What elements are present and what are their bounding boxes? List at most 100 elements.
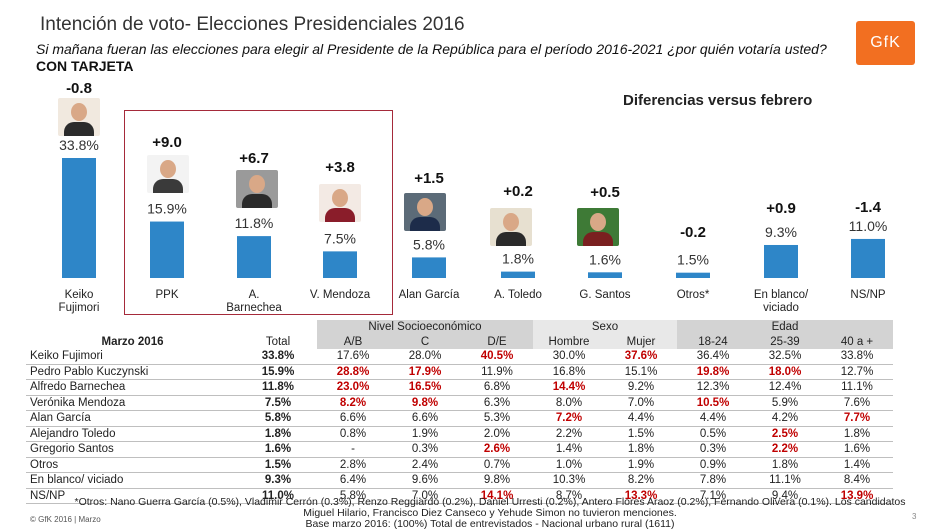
table-cell: 28.0% [389, 349, 461, 365]
table-cell: 17.6% [317, 349, 389, 365]
category-label: Otros* [677, 289, 710, 301]
difference-label: +0.5 [590, 184, 620, 201]
category-label: G. Santos [579, 289, 630, 301]
table-cell: 9.8% [389, 395, 461, 411]
table-cell: 17.9% [389, 364, 461, 380]
category-label: V. Mendoza [310, 289, 371, 301]
row-total: 9.3% [239, 472, 317, 489]
candidate-photo [236, 170, 278, 208]
table-header-columns: A/B C D/E Hombre Mujer 18-24 25-39 40 a … [26, 334, 893, 349]
category-label: A. [249, 289, 260, 301]
face-shape [160, 160, 176, 178]
table-cell: 16.8% [533, 364, 605, 380]
table-cell: 6.4% [317, 472, 389, 489]
table-cell: 5.8% [317, 488, 389, 504]
base-note: Base marzo 2016: (100%) Total de entrevi… [305, 518, 675, 530]
table-cell: 1.0% [533, 457, 605, 473]
table-cell: 7.7% [821, 410, 893, 427]
table-cell: - [317, 441, 389, 458]
category-label: PPK [155, 289, 178, 301]
table-cell: 6.6% [317, 410, 389, 427]
row-label: Gregorio Santos [26, 441, 239, 458]
col-header: A/B [317, 334, 389, 349]
table-cell: 7.0% [389, 488, 461, 504]
candidate-photo [490, 208, 532, 246]
table-row: Keiko Fujimori 33.8% 17.6% 28.0% 40.5% 30.0% 3… [26, 349, 893, 365]
row-label: Alan García [26, 410, 239, 427]
table-cell: 6.6% [389, 410, 461, 427]
difference-label: +0.2 [503, 183, 533, 200]
table-cell: 12.7% [821, 364, 893, 380]
table-cell: 16.5% [389, 379, 461, 396]
col-header: C [389, 334, 461, 349]
bar-value-label: 5.8% [413, 236, 445, 252]
table-cell: 18.0% [749, 364, 821, 380]
category-label: viciado [763, 302, 799, 314]
col-header: 40 a + [821, 334, 893, 349]
table-row: NS/NP 11.0% 5.8% 7.0% 14.1% 8.7% 13.3% 7.1% 9.4%… [26, 488, 893, 504]
col-header: Hombre [533, 334, 605, 349]
table-cell: 4.2% [749, 410, 821, 427]
table-cell: 13.9% [821, 488, 893, 504]
difference-label: +3.8 [325, 159, 355, 176]
bar-value-label: 11.8% [235, 215, 274, 231]
row-total: 7.5% [239, 395, 317, 411]
table-cell: 4.4% [677, 410, 749, 427]
table-cell: 1.4% [821, 457, 893, 473]
face-shape [249, 175, 265, 193]
table-cell: 28.8% [317, 364, 389, 380]
table-cell: 2.2% [533, 426, 605, 442]
table-header-groups: Marzo 2016 Total Nivel Socioeconómico Se… [26, 320, 893, 348]
row-label: Pedro Pablo Kuczynski [26, 364, 239, 380]
table-cell: 0.7% [461, 457, 533, 473]
row-total: 1.6% [239, 441, 317, 458]
candidate-photo [319, 184, 361, 222]
body-shape [64, 122, 94, 136]
face-shape [417, 198, 433, 216]
difference-label: +9.0 [152, 134, 182, 151]
table-cell: 0.3% [677, 441, 749, 458]
table-title: Marzo 2016 [101, 336, 164, 348]
row-total: 1.5% [239, 457, 317, 473]
table-cell: 1.9% [389, 426, 461, 442]
bar [764, 244, 798, 278]
bar [237, 236, 271, 278]
table-cell: 23.0% [317, 379, 389, 396]
bar-value-label: 1.8% [502, 251, 534, 267]
table-cell: 2.8% [317, 457, 389, 473]
table-row: En blanco/ viciado 9.3% 6.4% 9.6% 9.8% 10.3% 8… [26, 472, 893, 489]
subtitle-bold: CON TARJETA [36, 58, 134, 74]
table-cell: 1.6% [821, 441, 893, 458]
face-shape [590, 213, 606, 231]
face-shape [332, 189, 348, 207]
table-cell: 8.7% [533, 488, 605, 504]
bar [501, 271, 535, 278]
bar [676, 272, 710, 278]
gfk-logo: GfK [856, 21, 915, 65]
footnote: *Otros: Nano Guerra García (0.5%), Vladi… [60, 497, 920, 530]
group-nse: Nivel Socioeconómico [317, 320, 533, 335]
table-cell: 1.8% [605, 441, 677, 458]
category-label: NS/NP [850, 289, 885, 301]
table-cell: 6.8% [461, 379, 533, 396]
difference-label: +1.5 [414, 170, 444, 187]
table-cell: 1.4% [533, 441, 605, 458]
row-label: Alfredo Barnechea [26, 379, 239, 396]
table-cell: 37.6% [605, 349, 677, 365]
difference-label: +6.7 [239, 150, 269, 167]
table-cell: 2.5% [749, 426, 821, 442]
subtitle-question: Si mañana fueran las elecciones para ele… [36, 41, 827, 57]
table-row: Pedro Pablo Kuczynski 15.9% 28.8% 17.9% 11.9… [26, 364, 893, 380]
table-row: Alejandro Toledo 1.8% 0.8% 1.9% 2.0% 2.2% 1.5%… [26, 426, 893, 442]
row-label: En blanco/ viciado [26, 472, 239, 489]
table-cell: 19.8% [677, 364, 749, 380]
row-total: 5.8% [239, 410, 317, 427]
table-cell: 11.9% [461, 364, 533, 380]
table-cell: 2.6% [461, 441, 533, 458]
total-header: Total [265, 336, 291, 348]
table-cell: 11.1% [749, 472, 821, 489]
table-cell: 0.3% [389, 441, 461, 458]
face-shape [71, 103, 87, 121]
table-cell: 8.0% [533, 395, 605, 411]
category-label: A. Toledo [494, 289, 542, 301]
